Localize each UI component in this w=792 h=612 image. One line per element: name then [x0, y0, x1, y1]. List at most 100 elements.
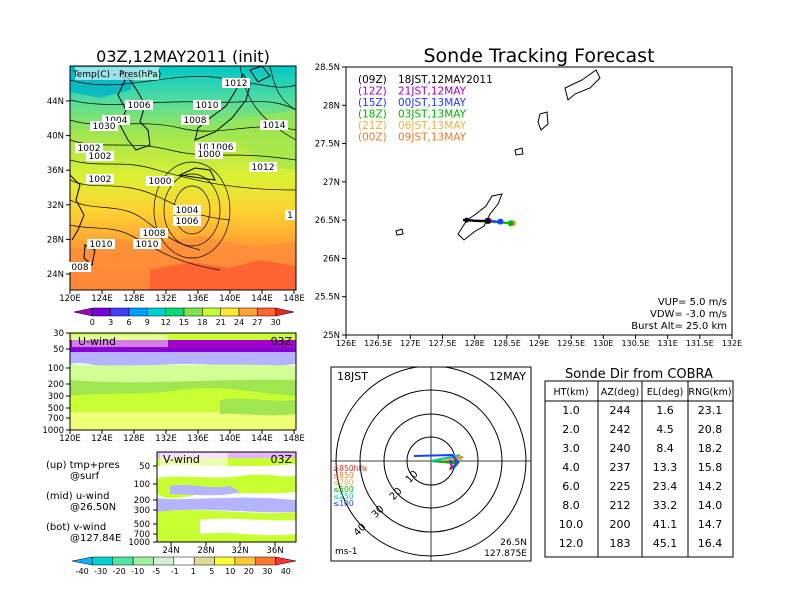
table-cell: 8.0 — [562, 499, 580, 512]
map-x-tick-label: 136E — [187, 294, 209, 304]
vup-text: VUP= 5.0 m/s — [658, 297, 727, 308]
map-y-tick-label: 44N — [47, 97, 64, 107]
map-x-tick-label: 144E — [251, 294, 273, 304]
launch-point — [464, 217, 470, 223]
temp-colorbar-label: 9 — [145, 318, 150, 327]
v-wind-y-tick-label: 50 — [139, 462, 150, 472]
v-wind-x-tick-label: 28N — [197, 546, 214, 556]
map-y-tick-label: 24N — [47, 270, 64, 280]
v-wind-x-tick-label: 36N — [266, 546, 283, 556]
track-y-tick-label: 26.5N — [315, 216, 340, 226]
map-x-tick-label: 124E — [91, 294, 113, 304]
temp-colorbar-segment — [238, 307, 258, 317]
wind-colorbar-segment — [71, 556, 93, 566]
track-endpoint — [497, 218, 504, 225]
pressure-label-bg — [75, 143, 103, 153]
v-wind-y-tick-label: 500 — [134, 520, 150, 530]
wind-colorbar-label: -1 — [171, 567, 179, 576]
okinawa-island — [457, 193, 503, 241]
pressure-label-bg — [86, 151, 114, 161]
left-title: 03Z,12MAY2011 (init) — [96, 47, 270, 66]
temp-pressure-map: Temp(C) - Pres(hPa) 10121006101010041030… — [47, 65, 305, 327]
wind-colorbar-segment — [234, 556, 256, 566]
v-wind-y-tick-label: 700 — [134, 530, 150, 540]
track-x-tick-label: 126E — [336, 339, 356, 348]
pressure-label: 1006 — [176, 217, 199, 227]
note-line2: @26.50N — [70, 502, 116, 513]
u-wind-x-tick-label: 140E — [219, 434, 241, 444]
table-cell: 15.8 — [698, 461, 723, 474]
map-x-tick-label: 128E — [123, 294, 145, 304]
table-cell: 23.4 — [653, 480, 678, 493]
temp-colorbar-segment — [220, 307, 240, 317]
wind-colorbar-segment — [112, 556, 134, 566]
map-y-tick-label: 28N — [47, 235, 64, 245]
table-header: HT(km) AZ(deg) EL(deg) RNG(km) — [553, 387, 731, 398]
polar-level-legend: ≥850hPa≤850≤700≤500≤250≤100 — [333, 464, 367, 508]
temp-colorbar-segment — [275, 307, 295, 317]
track-legend: (09Z) 18JST,12MAY2011 (12Z) 21JST,12MAY (15Z… — [358, 74, 493, 144]
track-legend-code: (18Z) — [358, 109, 387, 121]
pressure-label: 1000 — [149, 177, 172, 187]
wind-colorbar-label: -30 — [94, 567, 107, 576]
pressure-label-bg — [222, 78, 250, 88]
temp-colorbar-segment — [128, 307, 148, 317]
pressure-label-bg — [133, 239, 161, 249]
table-cell: 3.0 — [562, 442, 580, 455]
table-cell: 4.5 — [656, 423, 674, 436]
pressure-label-bg — [125, 100, 153, 110]
track-x-tick-label: 131E — [658, 339, 678, 348]
wind-colorbar-segment — [153, 556, 175, 566]
track-x-tick-label: 129E — [529, 339, 549, 348]
pressure-label: 1008 — [184, 116, 207, 126]
track-x-tick-label: 132E — [722, 339, 742, 348]
u-wind-x-tick-label: 124E — [91, 434, 113, 444]
temp-colorbar-label: 21 — [216, 318, 226, 327]
track-y-ticks: 25N 25.5N 26N 26.5N 27N 27.5N 28N 28.5N — [315, 63, 346, 341]
u-wind-x-tick-label: 136E — [187, 434, 209, 444]
temp-colorbar-label: 6 — [126, 318, 131, 327]
track-series — [463, 217, 517, 227]
polar-units: ms-1 — [335, 547, 357, 557]
u-wind-y-tick-label: 1000 — [42, 426, 64, 436]
track-x-tick-label: 131.5E — [686, 339, 714, 348]
u-wind-y-tick-label: 500 — [48, 404, 64, 414]
track-legend-code: (15Z) — [358, 97, 387, 109]
table-cell: 242 — [610, 423, 631, 436]
burst-text: Burst Alt= 25.0 km — [631, 321, 727, 332]
u-wind-y-tick-label: 100 — [48, 364, 64, 374]
pressure-labels: 1012100610101004103010081014100210041002… — [69, 78, 295, 273]
u-wind-x-ticks: 120E 124E 128E 132E 136E 140E 144E 148E — [59, 430, 305, 444]
pressure-label: 1014 — [263, 121, 286, 131]
temp-colorbar: 0 3 6 9 12 15 18 21 24 27 30 — [73, 307, 295, 327]
wind-colorbar-label: -20 — [113, 567, 126, 576]
table-header-cell: AZ(deg) — [601, 387, 639, 398]
polar-left-label: 18JST — [337, 370, 368, 383]
table-cell: 41.1 — [653, 518, 678, 531]
wind-colorbar-label: 10 — [225, 567, 235, 576]
temp-colorbar-segment — [165, 307, 185, 317]
track-x-tick-label: 127E — [400, 339, 420, 348]
table-cell: 13.3 — [653, 461, 678, 474]
table-cell: 240 — [610, 442, 631, 455]
track-legend-text: 06JST,13MAY — [398, 120, 467, 132]
wind-colorbar-segment — [173, 556, 195, 566]
table-cell: 10.0 — [559, 518, 584, 531]
pressure-label-bg — [181, 115, 209, 125]
table-cell: 183 — [610, 537, 631, 550]
table-body: 1.0 244 1.6 23.1 2.0 242 4.5 20.8 3.0 240 8.4 18.2 4… — [559, 404, 723, 550]
table-cell: 16.4 — [698, 537, 723, 550]
table-cell: 244 — [610, 404, 631, 417]
table-cell: 2.0 — [562, 423, 580, 436]
v-wind-x-ticks: 24N 28N 32N 36N — [162, 542, 284, 556]
pressure-label-bg — [102, 115, 130, 125]
pressure-label: 1012 — [225, 79, 248, 89]
wind-colorbar-segment — [214, 556, 236, 566]
v-wind-y-tick-label: 200 — [134, 496, 150, 506]
pressure-label: 1006 — [128, 101, 151, 111]
u-wind-x-tick-label: 148E — [283, 434, 305, 444]
temp-colorbar-label: 24 — [234, 318, 244, 327]
